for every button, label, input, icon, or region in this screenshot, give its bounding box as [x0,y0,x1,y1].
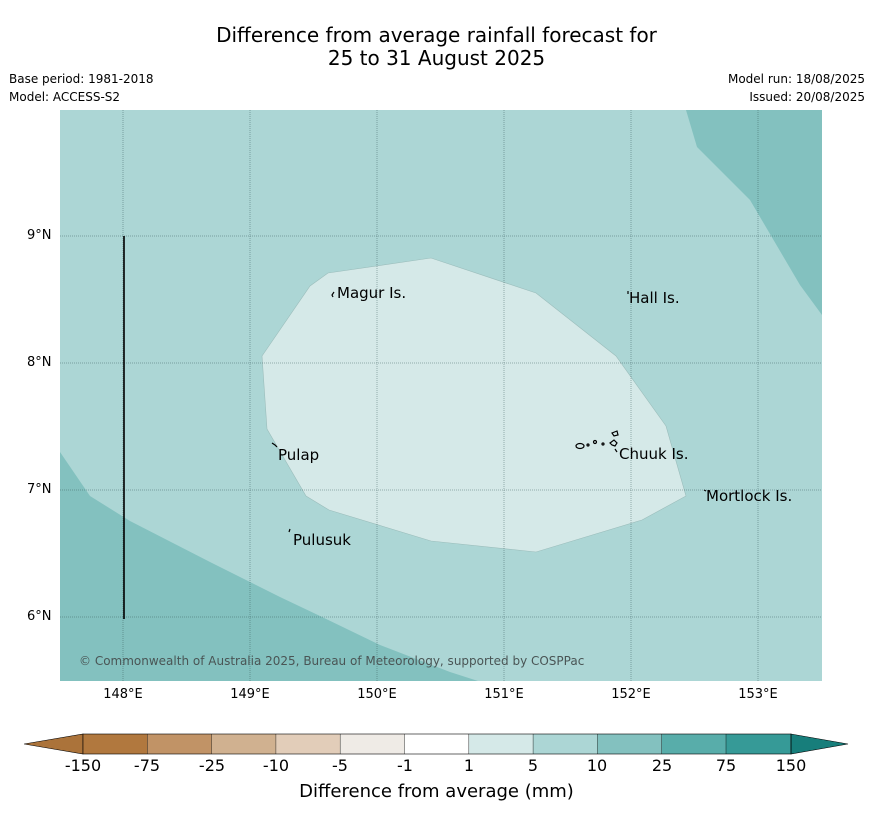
colorbar [24,733,849,755]
colorbar-label: 25 [651,756,673,775]
colorbar-segment-5 [340,734,405,754]
label-pulusuk: Pulusuk [293,531,351,549]
colorbar-frame [82,733,792,755]
colorbar-label: 1 [463,756,475,775]
colorbar-label: -25 [198,756,226,775]
colorbar-dividers [147,734,727,754]
chuuk-islet-3 [601,442,605,446]
colorbar-extend-high [790,733,849,755]
anomaly-region-southwest [60,452,478,681]
label-chuuk: Chuuk Is. [619,445,688,463]
meta-right: Model run: 18/08/2025 Issued: 20/08/2025 [728,70,865,106]
lon-label-150e: 150°E [357,687,397,702]
lat-label-9n: 9°N [27,228,52,243]
lon-label-152e: 152°E [611,687,651,702]
issued-text: Issued: 20/08/2025 [749,90,865,104]
mortlock-outline [703,489,707,492]
colorbar-segment-6 [404,734,469,754]
colorbar-segment-3 [211,734,276,754]
colorbar-segment-11 [726,734,791,754]
colorbar-label: -75 [133,756,161,775]
magur-outline [331,291,335,298]
colorbar-segment-9 [597,734,662,754]
lon-label-149e: 149°E [230,687,270,702]
colorbar-extend-low [24,733,84,755]
colorbar-segment-7 [468,734,534,754]
colorbar-label: 10 [586,756,608,775]
chuuk-islet-west [575,442,585,450]
colorbar-label: -5 [332,756,348,775]
label-pulap: Pulap [278,446,319,464]
rainfall-anomaly-map: Magur Is. Hall Is. Pulap Chuuk Is. Mortl… [60,110,822,681]
lon-label-153e: 153°E [738,687,778,702]
copyright-text: © Commonwealth of Australia 2025, Bureau… [79,654,584,668]
lat-label-8n: 8°N [27,355,52,370]
label-hall: Hall Is. [629,289,680,307]
meta-left: Base period: 1981-2018 Model: ACCESS-S2 [9,70,154,106]
place-labels: Magur Is. Hall Is. Pulap Chuuk Is. Mortl… [278,284,792,549]
chuuk-islet-north [611,430,619,437]
anomaly-region-central [261,257,687,553]
lon-label-148e: 148°E [103,687,143,702]
pulusuk-outline [288,528,291,533]
colorbar-label: -150 [64,756,102,775]
colorbar-label: -1 [397,756,413,775]
colorbar-label: -10 [262,756,290,775]
base-period-text: Base period: 1981-2018 [9,72,154,86]
island-outlines [271,291,707,533]
model-run-text: Model run: 18/08/2025 [727,72,865,86]
colorbar-label: 75 [715,756,737,775]
map-title-line1: Difference from average rainfall forecas… [216,23,657,47]
model-text: Model: ACCESS-S2 [9,90,121,104]
colorbar-label: 150 [775,756,807,775]
chuuk-islet-2 [592,439,598,445]
colorbar-segment-1 [83,734,148,754]
pulap-outline [271,442,278,448]
label-magur: Magur Is. [337,284,406,302]
colorbar-segment-4 [275,734,341,754]
map-title-line2: 25 to 31 August 2025 [327,46,546,70]
lon-label-151e: 151°E [484,687,524,702]
anomaly-region-northeast [686,110,822,315]
chuuk-islet-south [614,448,618,453]
chuuk-lagoon-outline [575,430,619,453]
chuuk-islet-east [609,439,618,447]
colorbar-label: 5 [527,756,539,775]
chuuk-islet-1 [586,443,590,447]
label-mortlock: Mortlock Is. [706,487,792,505]
colorbar-segment-10 [661,734,726,754]
colorbar-segment-2 [147,734,212,754]
lat-label-6n: 6°N [27,609,52,624]
colorbar-segment-8 [533,734,598,754]
lat-label-7n: 7°N [27,482,52,497]
graticule [60,110,822,681]
colorbar-title: Difference from average (mm) [299,781,574,802]
